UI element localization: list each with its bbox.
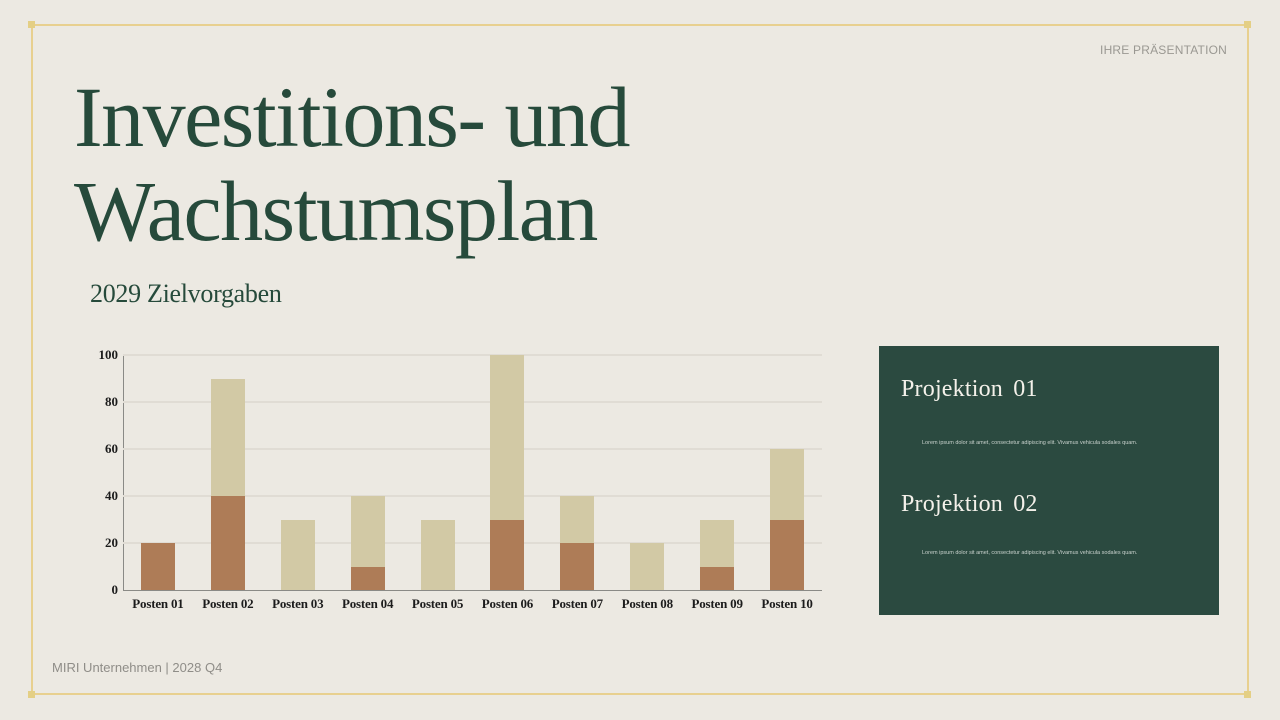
y-tick-label: 20 xyxy=(105,535,118,550)
x-tick-label: Posten 05 xyxy=(411,596,464,611)
y-tick-label: 0 xyxy=(111,582,119,597)
x-tick-label: Posten 07 xyxy=(551,596,603,611)
x-tick-label: Posten 01 xyxy=(132,596,184,611)
x-tick-label: Posten 09 xyxy=(691,596,743,611)
bar-segment-series-1 xyxy=(350,566,385,590)
x-tick-label: Posten 02 xyxy=(202,596,254,611)
bar-segment-series-1 xyxy=(210,496,245,590)
y-tick-label: 60 xyxy=(105,441,118,456)
frame-corner-top-left xyxy=(28,21,35,28)
projection-02-text: Lorem ipsum dolor sit amet, consectetur … xyxy=(922,550,1138,556)
bar-segment-series-2 xyxy=(490,355,525,520)
y-axis-line xyxy=(123,355,124,591)
x-tick-label: Posten 04 xyxy=(342,596,394,611)
bar-posten-01 xyxy=(140,543,175,590)
projection-01-text: Lorem ipsum dolor sit amet, consectetur … xyxy=(922,440,1138,446)
bar-segment-series-2 xyxy=(560,496,595,543)
bar-posten-03 xyxy=(280,519,315,590)
bar-posten-10 xyxy=(770,449,805,590)
bar-posten-04 xyxy=(350,496,385,590)
frame-corner-bottom-right xyxy=(1244,691,1251,698)
presentation-label: IHRE PRÄSENTATION xyxy=(1100,43,1227,57)
bar-segment-series-2 xyxy=(420,519,455,590)
y-tick-label: 40 xyxy=(105,488,118,503)
bar-posten-06 xyxy=(490,355,525,590)
bar-segment-series-2 xyxy=(630,543,665,590)
bar-posten-07 xyxy=(560,496,595,590)
gridline xyxy=(123,354,822,356)
bar-segment-series-2 xyxy=(350,496,385,567)
x-tick-label: Posten 06 xyxy=(481,596,534,611)
y-tick-label: 100 xyxy=(98,347,119,362)
bar-segment-series-1 xyxy=(700,566,735,590)
bar-segment-series-1 xyxy=(770,519,805,590)
frame-corner-bottom-left xyxy=(28,691,35,698)
bar-segment-series-2 xyxy=(770,449,805,520)
bar-posten-09 xyxy=(700,519,735,590)
gridline xyxy=(123,495,822,497)
bar-segment-series-2 xyxy=(210,378,245,496)
bar-segment-series-1 xyxy=(140,543,175,590)
footer-company-period: MIRI Unternehmen | 2028 Q4 xyxy=(52,660,223,675)
bar-segment-series-1 xyxy=(490,519,525,590)
x-tick-label: Posten 03 xyxy=(272,596,324,611)
bar-posten-08 xyxy=(630,543,665,590)
projection-02-title: Projektion 02 xyxy=(901,491,1038,517)
title-line-2: Wachstumsplan xyxy=(74,163,598,259)
chart-subtitle: 2029 Zielvorgaben xyxy=(90,279,282,308)
x-axis-line xyxy=(123,590,822,591)
bar-posten-05 xyxy=(420,519,455,590)
stacked-bar-chart: 100 80 60 40 20 0 Posten 01 Posten 02 Posten 03 P… xyxy=(80,340,840,625)
bar-segment-series-2 xyxy=(280,519,315,590)
bar-segment-series-1 xyxy=(560,543,595,590)
bar-segment-series-2 xyxy=(700,519,735,567)
gridline xyxy=(123,542,822,544)
gridline xyxy=(123,448,822,450)
projection-01-title: Projektion 01 xyxy=(901,376,1038,402)
y-tick-label: 80 xyxy=(105,394,118,409)
projection-panel: Projektion 01 Lorem ipsum dolor sit amet… xyxy=(879,346,1219,615)
x-tick-label: Posten 10 xyxy=(761,596,813,611)
gridline xyxy=(123,401,822,403)
title-line-1: Investitions- und xyxy=(74,69,630,165)
bar-posten-02 xyxy=(210,378,245,590)
x-tick-label: Posten 08 xyxy=(621,596,673,611)
frame-corner-top-right xyxy=(1244,21,1251,28)
slide-title: Investitions- und Wachstumsplan xyxy=(74,69,630,259)
